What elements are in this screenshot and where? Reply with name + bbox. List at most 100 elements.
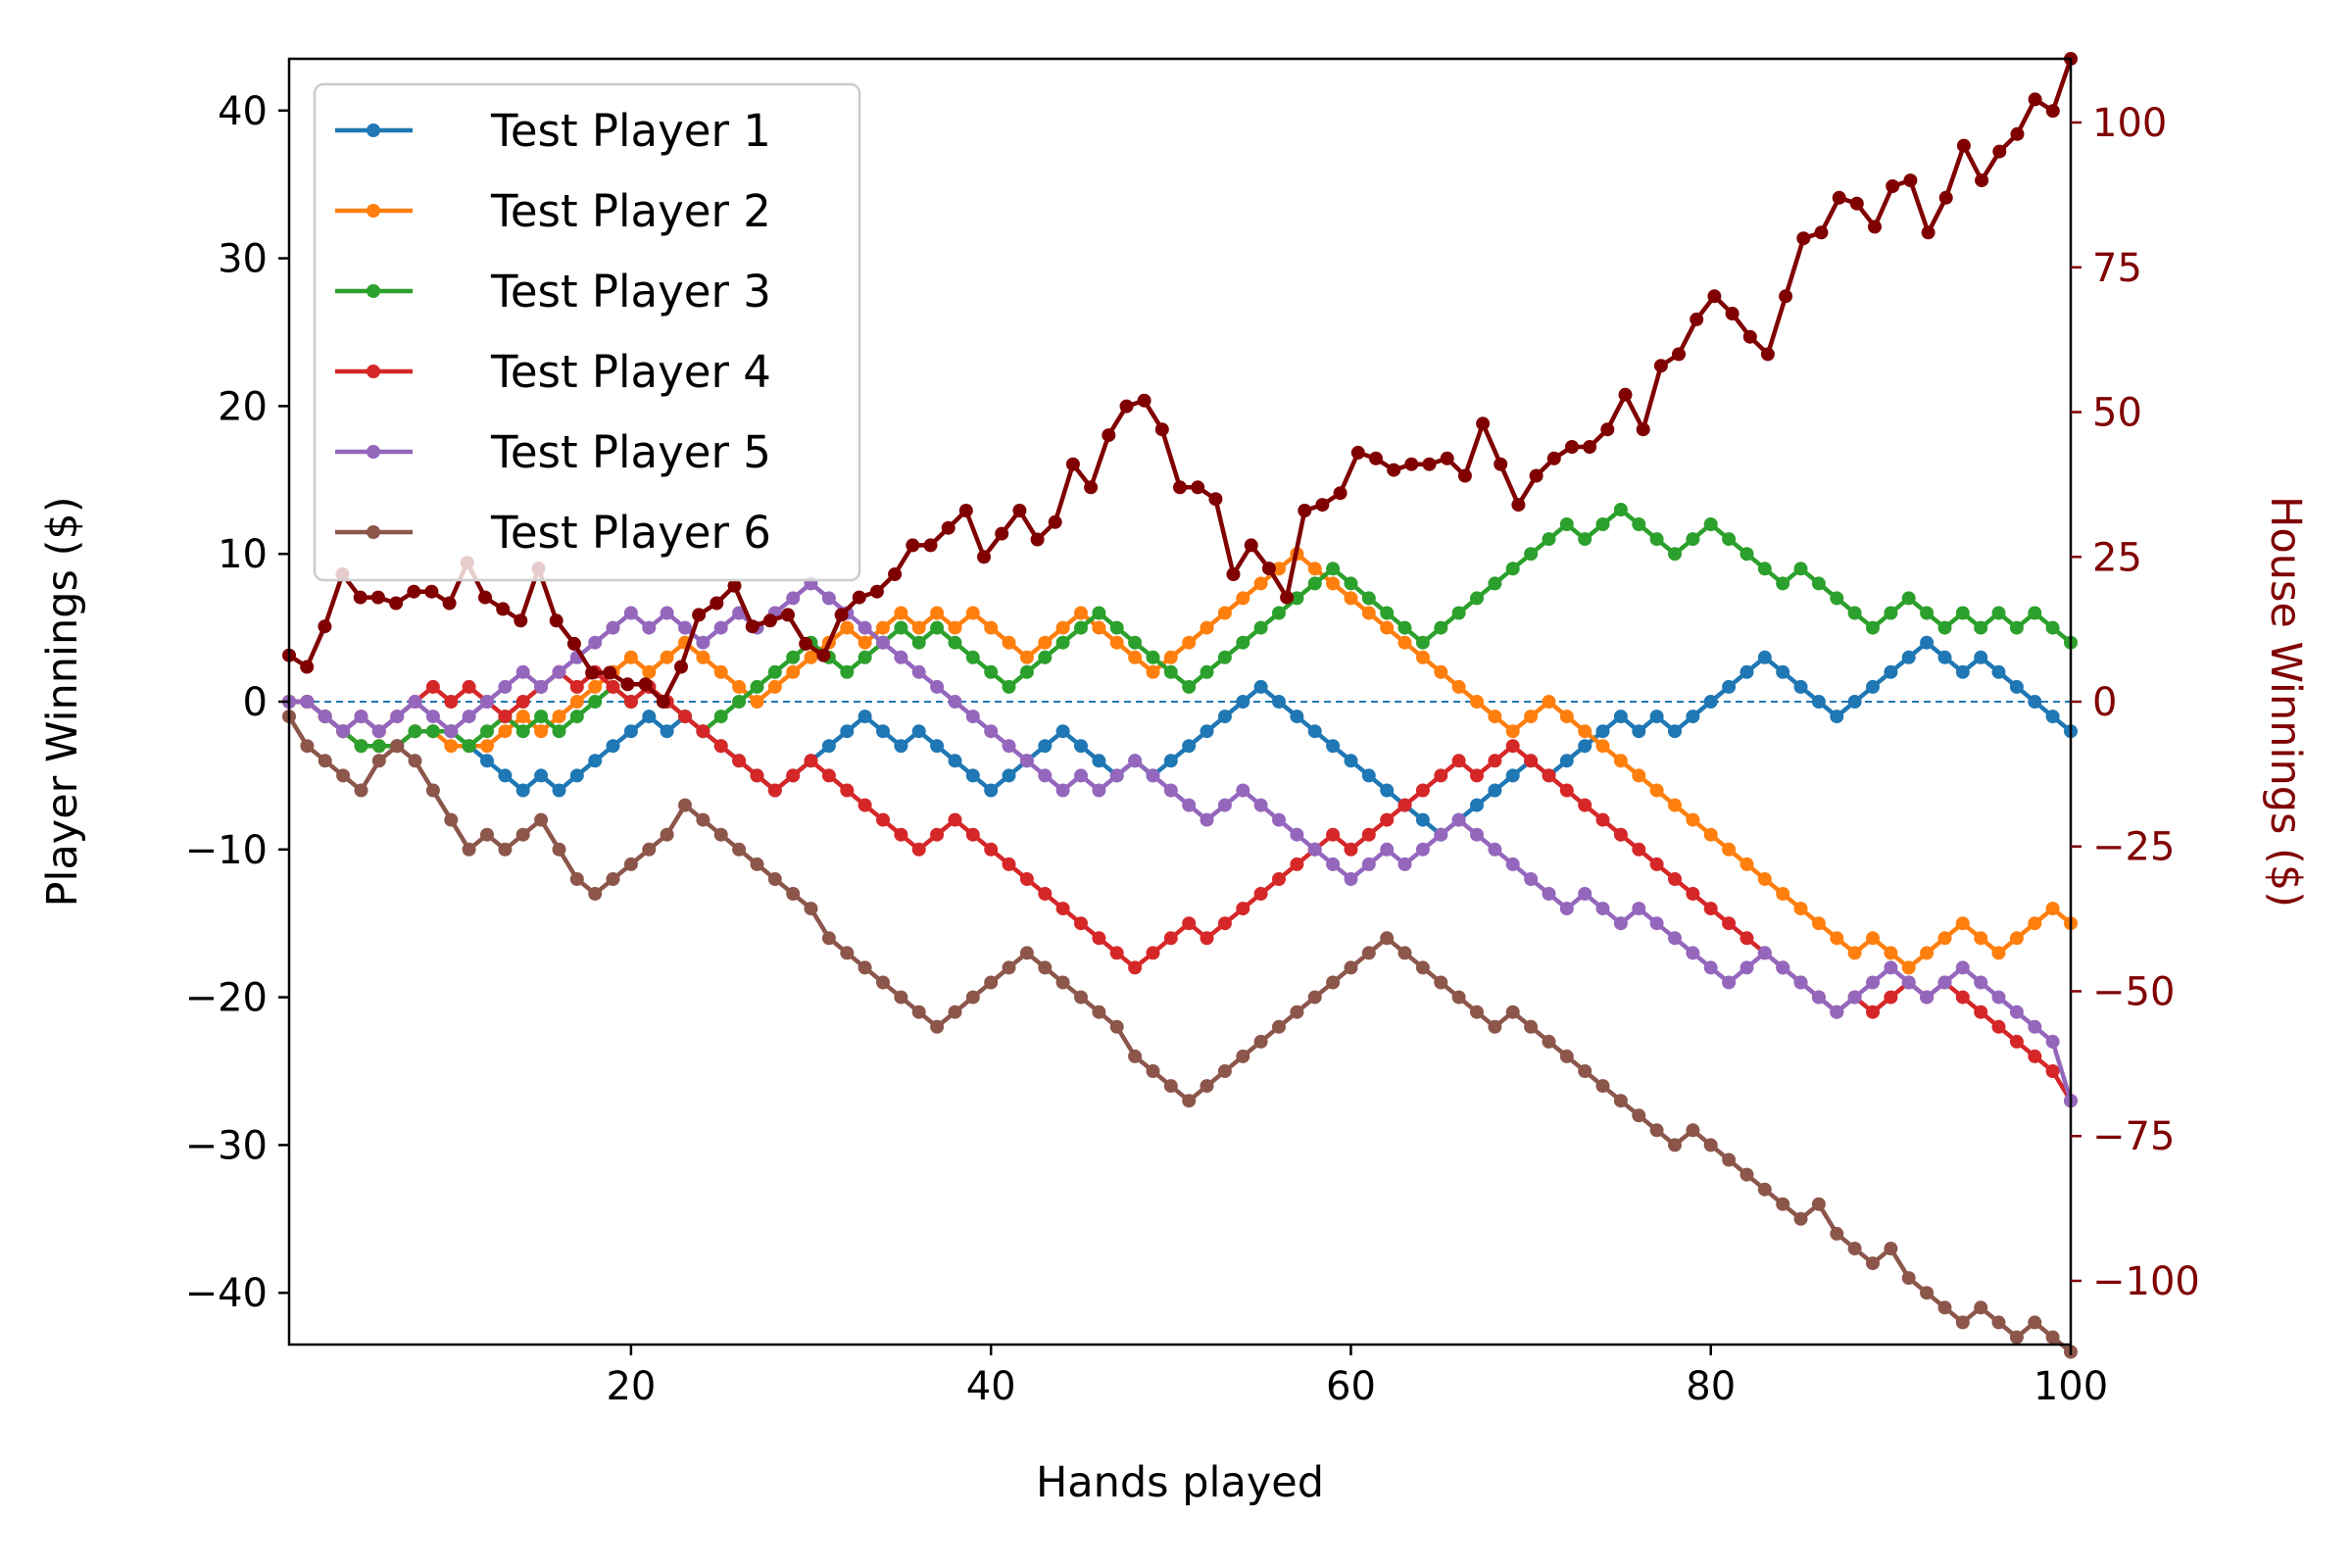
series-point	[2028, 1049, 2042, 1063]
series-point	[623, 606, 638, 620]
series-point	[858, 635, 872, 650]
legend-box	[313, 82, 861, 582]
series-point	[1470, 827, 1484, 842]
series-point	[1505, 739, 1520, 754]
series-point	[1830, 1004, 1844, 1019]
series-point	[1991, 1315, 2006, 1330]
series-point	[300, 660, 315, 674]
series-point	[569, 695, 584, 709]
series-point	[1866, 931, 1880, 946]
series-point	[1686, 887, 1700, 901]
series-point	[1002, 768, 1016, 783]
series-point	[1649, 857, 1664, 871]
series-point	[2009, 1004, 2024, 1019]
series-point	[1488, 710, 1502, 724]
series-point	[1307, 576, 1322, 591]
legend-item: Test Player 4	[335, 346, 771, 398]
series-point	[1559, 710, 1574, 724]
series-point	[1542, 887, 1556, 901]
series-point	[1814, 225, 1829, 240]
series-point	[1182, 916, 1197, 931]
series-point	[804, 650, 818, 664]
series-point	[1578, 798, 1592, 812]
series-point	[1002, 739, 1016, 754]
series-point	[1019, 650, 1034, 664]
series-point	[389, 596, 404, 611]
series-point	[588, 695, 603, 709]
series-point	[1182, 798, 1197, 812]
series-point	[1361, 768, 1376, 783]
series-point	[1668, 1138, 1682, 1152]
series-point	[1361, 946, 1376, 960]
series-point	[1974, 931, 1988, 946]
series-point	[1307, 990, 1322, 1004]
series-point	[1811, 916, 1826, 931]
series-point	[1019, 664, 1034, 679]
series-point	[1703, 1138, 1718, 1152]
series-point	[552, 783, 566, 798]
series-point	[1632, 842, 1646, 857]
series-point	[750, 768, 764, 783]
series-point	[965, 650, 980, 664]
series-point	[1253, 887, 1268, 901]
series-point	[1757, 562, 1772, 576]
series-point	[1578, 1064, 1592, 1078]
series-point	[1361, 606, 1376, 620]
series-point	[1937, 620, 1952, 635]
series-point	[1920, 1286, 1935, 1300]
series-point	[1649, 1123, 1664, 1138]
series-point	[1182, 679, 1197, 694]
series-point	[642, 620, 657, 635]
series-point	[1163, 1079, 1178, 1094]
series-point	[1163, 664, 1178, 679]
series-point	[1866, 1004, 1880, 1019]
y-tick-label-left: −40	[185, 1271, 268, 1316]
series-point	[1901, 591, 1916, 606]
series-point	[1793, 975, 1808, 990]
series-point	[911, 635, 926, 650]
series-point	[1415, 812, 1430, 827]
legend-label: Test Player 6	[490, 507, 771, 559]
series-point	[1903, 173, 1918, 188]
series-point	[1065, 457, 1080, 471]
series-point	[1703, 902, 1718, 916]
series-point	[2045, 104, 2060, 119]
series-point	[1649, 710, 1664, 724]
series-point	[1074, 620, 1088, 635]
series-point	[1397, 798, 1412, 812]
series-point	[984, 783, 999, 798]
series-point	[1137, 393, 1152, 408]
series-point	[1074, 768, 1088, 783]
series-point	[444, 695, 459, 709]
series-point	[821, 739, 836, 754]
series-point	[1920, 946, 1935, 960]
series-point	[1451, 679, 1466, 694]
series-point	[1686, 812, 1700, 827]
series-point	[1307, 724, 1322, 739]
series-point	[894, 606, 908, 620]
series-point	[1415, 635, 1430, 650]
series-point	[1668, 547, 1682, 562]
series-point	[930, 1019, 945, 1034]
x-tick-label: 20	[606, 1364, 656, 1409]
series-point	[1578, 739, 1592, 754]
series-point	[984, 664, 999, 679]
series-point	[1146, 650, 1160, 664]
series-point	[1722, 842, 1737, 857]
series-point	[1012, 504, 1027, 517]
series-point	[1559, 783, 1574, 798]
series-point	[1290, 857, 1304, 871]
series-point	[1092, 754, 1106, 768]
series-point	[821, 931, 836, 946]
series-point	[762, 613, 777, 628]
series-point	[1253, 798, 1268, 812]
series-point	[1830, 710, 1844, 724]
series-point	[1163, 650, 1178, 664]
series-point	[1055, 635, 1070, 650]
series-point	[1776, 960, 1790, 975]
series-point	[1600, 422, 1615, 437]
series-point	[1307, 842, 1322, 857]
series-point	[948, 695, 962, 709]
series-point	[1583, 440, 1597, 454]
series-point	[750, 857, 764, 871]
